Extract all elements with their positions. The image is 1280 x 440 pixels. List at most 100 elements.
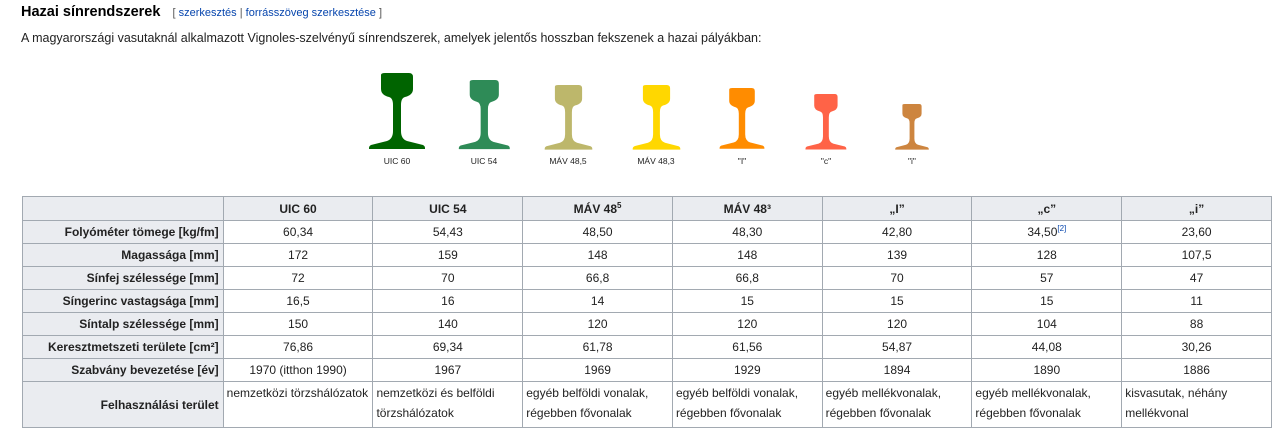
rail-label: MÁV 48,5	[549, 155, 587, 166]
rail-cross-section-icon	[544, 84, 592, 150]
cell-value: egyéb belföldi vonalak, régebben fővonal…	[526, 386, 649, 420]
edit-link[interactable]: szerkesztés	[178, 7, 237, 19]
cell-value: 1890	[1033, 363, 1061, 377]
rail-profile: "c"	[786, 93, 866, 166]
edit-source-link[interactable]: forrásszöveg szerkesztése	[245, 7, 376, 19]
column-header: MÁV 48³	[671, 196, 823, 221]
cell-value: 15	[890, 294, 904, 308]
bracket: ]	[378, 7, 382, 19]
cell-value: 15	[740, 294, 754, 308]
cell-value: 120	[587, 317, 608, 331]
table-header-row: UIC 60 UIC 54 MÁV 485 MÁV 48³ „I” „c” „i”	[22, 196, 1272, 221]
table-cell: 1890	[971, 358, 1123, 382]
table-row: Szabvány bevezetése [év] 1970 (itthon 199…	[22, 358, 1272, 382]
table-cell: 148	[671, 243, 823, 267]
cell-value: 70	[890, 271, 904, 285]
table-cell: 61,56	[671, 335, 823, 359]
cell-value: 120	[887, 317, 908, 331]
table-cell: 16,5	[222, 289, 374, 313]
table-row: Keresztmetszeti területe [cm²] 76,86 69,34…	[22, 335, 1272, 359]
rail-cross-section-icon	[458, 79, 510, 150]
rail-profile: UIC 60	[357, 73, 437, 166]
table-cell: egyéb belföldi vonalak, régebben fővonal…	[522, 381, 673, 428]
table-row: Síntalp szélessége [mm] 150 140 120 120 120 10…	[22, 312, 1272, 336]
cell-value: 140	[437, 317, 458, 331]
cell-value: 104	[1036, 317, 1057, 331]
cell-value: 139	[887, 248, 908, 262]
cell-value: egyéb mellékvonalak, régebben fővonalak	[825, 386, 942, 420]
cell-value: 15	[1040, 294, 1054, 308]
rail-label: UIC 54	[470, 155, 498, 166]
table-cell: 1894	[821, 358, 973, 382]
rail-profile: "i"	[872, 103, 952, 166]
cell-value: 1886	[1183, 363, 1210, 377]
row-header: Síngerinc vastagsága [mm]	[22, 289, 224, 313]
rail-profile: "I"	[702, 88, 782, 166]
table-cell: 15	[671, 289, 823, 313]
table-cell: 48,50	[522, 220, 673, 244]
superscript: 5	[617, 200, 622, 210]
separator: |	[239, 7, 243, 19]
table-row: Magassága [mm] 172 159 148 148 139 128 107,5	[22, 243, 1272, 267]
reference-link[interactable]: [2]	[1057, 224, 1067, 233]
cell-value: 69,34	[432, 340, 463, 354]
cell-value: 60,34	[283, 225, 314, 239]
cell-value: 172	[288, 248, 309, 262]
column-header: „i”	[1121, 196, 1272, 221]
table-cell: 30,26	[1121, 335, 1272, 359]
row-header: Sínfej szélessége [mm]	[22, 266, 224, 290]
cell-value: 1969	[584, 363, 611, 377]
cell-value: 57	[1040, 271, 1054, 285]
row-header: Felhasználási terület	[22, 381, 224, 428]
cell-value: 66,8	[585, 271, 610, 285]
cell-value: nemzetközi és belföldi törzshálózatok	[376, 386, 495, 420]
row-header: Szabvány bevezetése [év]	[22, 358, 224, 382]
table-cell: 159	[372, 243, 524, 267]
rail-label: UIC 60	[383, 156, 411, 166]
rail-profiles-image: UIC 60 UIC 54 MÁV 48,5 MÁV 48,3 "I" "c" "i"	[0, 60, 1280, 170]
table-cell: 1967	[372, 358, 524, 382]
table-cell: 66,8	[522, 266, 673, 290]
table-cell: 16	[372, 289, 524, 313]
cell-value: 11	[1190, 294, 1203, 308]
rail-cross-section-icon	[805, 93, 847, 150]
table-cell: 15	[821, 289, 973, 313]
table-row: Síngerinc vastagsága [mm] 16,5 16 14 15 15 15 1…	[22, 289, 1272, 313]
table-row: Folyóméter tömege [kg/fm] 60,34 54,43 48,50…	[22, 220, 1272, 244]
table-cell: 104	[971, 312, 1123, 336]
cell-value: 1967	[434, 363, 462, 377]
cell-value: 1894	[883, 363, 911, 377]
table-cell: 120	[522, 312, 673, 336]
cell-value: 148	[587, 248, 608, 262]
table-cell: nemzetközi és belföldi törzshálózatok	[372, 381, 524, 428]
bracket: [	[172, 7, 176, 19]
table-cell: 34,50[2]	[971, 220, 1123, 244]
rail-profile: MÁV 48,3	[616, 84, 696, 166]
cell-value: 14	[590, 294, 605, 308]
table-cell: 1970 (itthon 1990)	[222, 358, 374, 382]
table-cell: 61,78	[522, 335, 673, 359]
table-cell: 42,80	[821, 220, 973, 244]
cell-value: 30,26	[1181, 340, 1212, 354]
column-header: „c”	[971, 196, 1123, 221]
table-cell: 107,5	[1121, 243, 1272, 267]
table-cell: 148	[522, 243, 673, 267]
rail-profile: UIC 54	[444, 79, 524, 166]
column-label: UIC 54	[429, 201, 467, 216]
cell-value: 159	[437, 248, 458, 262]
rail-cross-section-icon	[632, 84, 680, 150]
cell-value: 61,56	[732, 340, 763, 354]
rail-label: "c"	[820, 155, 832, 166]
cell-value: 72	[291, 271, 305, 285]
table-cell: 48,30	[671, 220, 823, 244]
table-cell: 11	[1121, 289, 1272, 313]
cell-value: 148	[737, 248, 758, 262]
column-label: „i”	[1188, 201, 1205, 216]
cell-value: 128	[1036, 248, 1057, 262]
table-cell: 60,34	[222, 220, 374, 244]
column-header: „I”	[821, 196, 973, 221]
table-cell: 88	[1121, 312, 1272, 336]
table-cell: 23,60	[1121, 220, 1272, 244]
table-cell: 54,43	[372, 220, 524, 244]
table-cell: kisvasutak, néhány mellékvonal	[1121, 381, 1272, 428]
